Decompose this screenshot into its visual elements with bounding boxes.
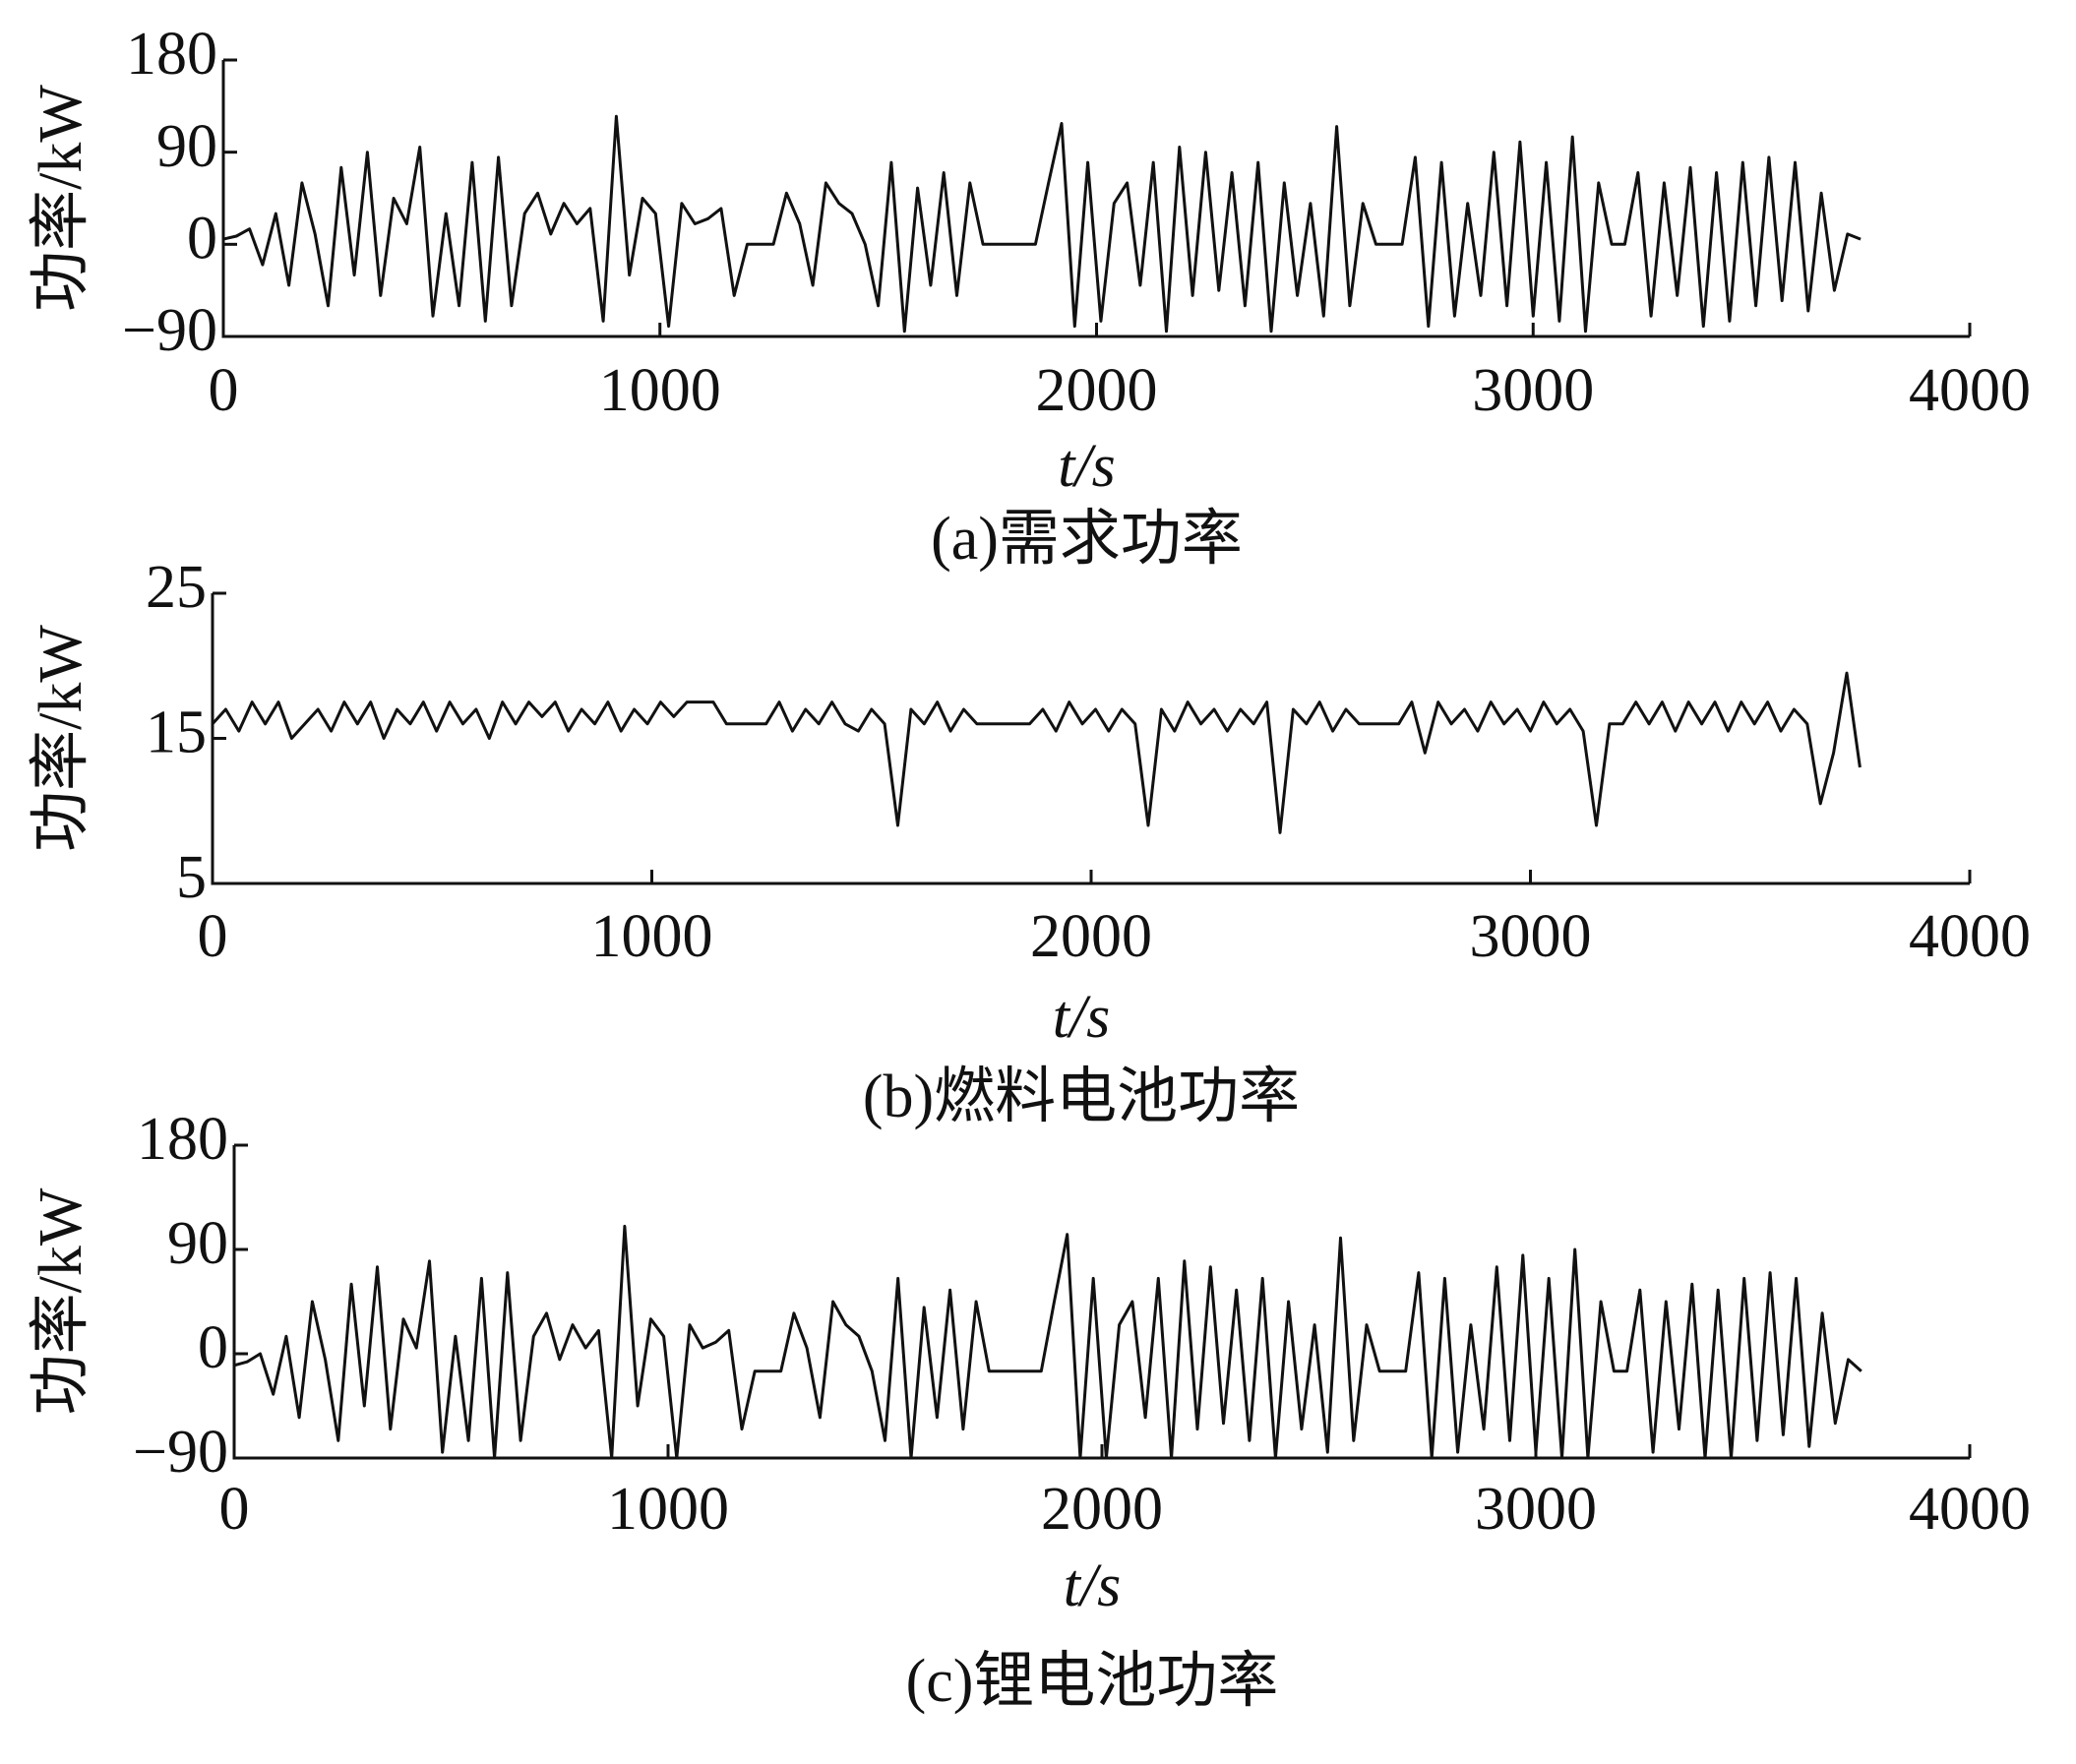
x-tick-label: 3000 bbox=[1475, 1476, 1597, 1543]
y-tick-label: 0 bbox=[187, 206, 217, 273]
x-axis-label: t/s bbox=[1053, 984, 1111, 1051]
y-tick-label: 180 bbox=[126, 21, 217, 88]
caption: (b)燃料电池功率 bbox=[863, 1064, 1300, 1130]
caption: (c)锂电池功率 bbox=[906, 1648, 1279, 1715]
x-tick-label: 4000 bbox=[1909, 357, 2031, 424]
y-tick-label: 0 bbox=[198, 1314, 228, 1381]
y-tick-label: 15 bbox=[146, 700, 207, 766]
x-tick-label: 0 bbox=[219, 1476, 250, 1543]
x-tick-label: 2000 bbox=[1036, 357, 1158, 424]
y-tick-label: 5 bbox=[176, 844, 207, 911]
x-tick-label: 3000 bbox=[1472, 357, 1594, 424]
power-line bbox=[233, 1224, 1862, 1460]
x-tick-label: 3000 bbox=[1470, 903, 1592, 970]
caption: (a)需求功率 bbox=[931, 506, 1243, 573]
power-line bbox=[211, 671, 1862, 834]
y-axis-label: 功率/kW bbox=[28, 85, 94, 312]
y-tick-label: 90 bbox=[156, 113, 217, 180]
y-tick-label: 180 bbox=[137, 1106, 228, 1173]
x-tick-label: 2000 bbox=[1030, 903, 1152, 970]
x-tick-label: 1000 bbox=[607, 1476, 729, 1543]
y-tick-label: −90 bbox=[122, 297, 217, 364]
axes bbox=[221, 60, 1970, 338]
x-axis-label: t/s bbox=[1064, 1552, 1122, 1619]
x-tick-label: 2000 bbox=[1041, 1476, 1163, 1543]
y-tick-label: 25 bbox=[146, 554, 207, 621]
x-tick-label: 0 bbox=[209, 357, 239, 424]
y-axis-label: 功率/kW bbox=[28, 1187, 94, 1415]
y-tick-label: 90 bbox=[167, 1210, 228, 1277]
x-tick-label: 4000 bbox=[1909, 1476, 2031, 1543]
x-tick-label: 1000 bbox=[599, 357, 721, 424]
x-tick-label: 1000 bbox=[591, 903, 713, 970]
x-tick-label: 4000 bbox=[1909, 903, 2031, 970]
y-tick-label: −90 bbox=[133, 1419, 228, 1486]
power-line bbox=[222, 114, 1862, 334]
y-axis-label: 功率/kW bbox=[28, 625, 94, 852]
axes bbox=[211, 593, 1970, 885]
x-axis-label: t/s bbox=[1058, 433, 1116, 500]
x-tick-label: 0 bbox=[198, 903, 228, 970]
